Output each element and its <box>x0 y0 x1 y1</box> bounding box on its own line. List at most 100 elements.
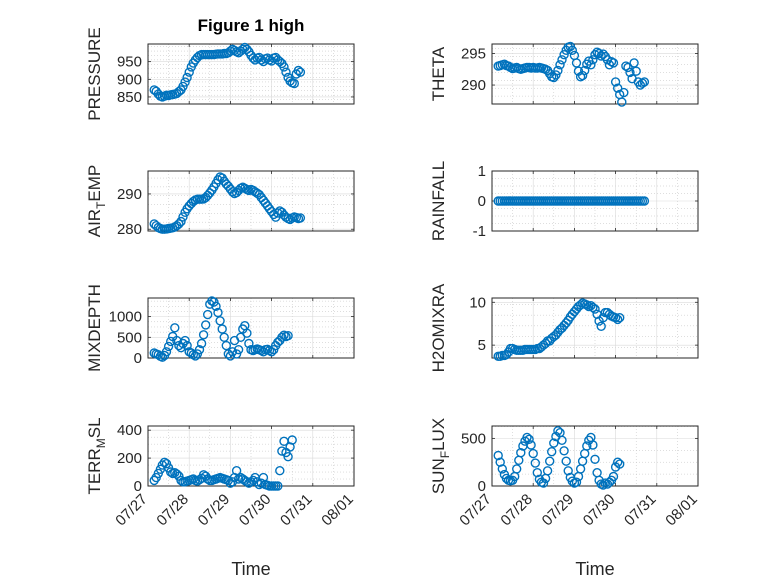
data-point <box>165 336 176 347</box>
data-point <box>524 434 534 444</box>
y-tick-label: 200 <box>117 450 142 467</box>
data-point <box>283 331 293 341</box>
data-point <box>221 340 232 351</box>
x-tick-label: 07/28 <box>497 491 536 530</box>
data-point <box>252 477 262 487</box>
data-point <box>588 440 598 450</box>
data-point <box>582 300 592 310</box>
data-point <box>577 70 588 81</box>
y-tick-label: 500 <box>461 430 486 447</box>
y-axis-label: TERRMSL <box>85 417 108 494</box>
subplot-mixdepth: 0 500 1000 MIXDEPTH <box>85 284 355 372</box>
plot-border <box>491 425 699 487</box>
data-point <box>170 323 180 333</box>
data-point <box>231 466 242 476</box>
plot-border <box>147 170 355 232</box>
data-point <box>542 466 553 476</box>
data-point <box>198 330 209 340</box>
data-point <box>561 456 571 466</box>
data-point <box>182 72 192 83</box>
data-point <box>557 55 567 65</box>
data-point <box>165 467 176 477</box>
data-point <box>184 67 194 77</box>
data-point <box>617 97 627 107</box>
x-tick-label: 08/01 <box>662 491 701 530</box>
plot-border <box>147 297 355 359</box>
data-point <box>522 432 532 443</box>
data-point <box>613 457 623 467</box>
data-point <box>178 212 188 222</box>
y-axis-label: MIXDEPTH <box>85 284 104 372</box>
data-point <box>174 219 184 229</box>
data-point <box>256 478 266 488</box>
data-point <box>545 456 555 466</box>
data-point <box>213 307 223 318</box>
data-point <box>277 446 287 456</box>
data-point <box>606 57 617 67</box>
x-tick-label: 07/29 <box>539 491 578 530</box>
y-tick-label: 295 <box>461 45 486 62</box>
data-point <box>553 65 563 76</box>
y-tick-label: 10 <box>469 294 486 311</box>
data-point <box>631 66 641 76</box>
y-tick-label: 0 <box>478 478 486 495</box>
data-point <box>575 72 586 82</box>
y-tick-label: 0 <box>134 350 142 367</box>
data-point <box>639 196 650 206</box>
data-point <box>590 304 600 314</box>
data-point <box>623 62 633 73</box>
data-point <box>555 60 565 70</box>
data-point <box>176 216 186 227</box>
data-point <box>608 471 619 482</box>
data-point <box>242 328 252 338</box>
data-point <box>279 62 289 72</box>
data-point <box>588 302 598 313</box>
data-point <box>295 213 306 223</box>
data-point <box>559 446 569 456</box>
x-tick-label: 07/27 <box>456 491 495 530</box>
x-tick-label: 08/01 <box>318 491 357 530</box>
data-point <box>516 448 526 458</box>
y-tick-label: 0 <box>134 478 142 495</box>
data-point <box>200 320 211 330</box>
data-point <box>571 58 582 68</box>
y-tick-label: 0 <box>478 193 486 210</box>
y-axis-label: RAINFALL <box>429 161 448 241</box>
data-point <box>196 338 207 349</box>
data-point <box>163 341 174 352</box>
y-tick-label: 400 <box>117 422 142 439</box>
data-point <box>281 67 291 77</box>
figure-title: Figure 1 high <box>198 16 305 35</box>
x-tick-label: 07/29 <box>195 491 234 530</box>
x-tick-label: 07/30 <box>580 491 619 530</box>
x-tick-label: 07/31 <box>277 491 316 530</box>
x-tick-label: 07/28 <box>153 491 192 530</box>
plot-border <box>491 297 699 359</box>
data-point <box>590 454 600 464</box>
subplot-rainfall: -1 0 1 RAINFALL <box>429 161 699 241</box>
data-point <box>149 475 159 486</box>
data-point <box>619 87 629 98</box>
data-point <box>289 78 299 89</box>
data-point <box>194 345 205 355</box>
data-point <box>615 313 625 323</box>
y-tick-label: -1 <box>473 223 486 240</box>
data-point <box>211 301 221 311</box>
data-point <box>580 65 590 76</box>
data-point <box>172 469 182 479</box>
y-axis-label: AIRTEMP <box>85 165 108 238</box>
data-point <box>547 447 557 457</box>
data-point <box>530 458 540 468</box>
y-tick-label: 1000 <box>109 309 142 326</box>
plot-border <box>147 43 355 105</box>
data-point <box>588 55 598 65</box>
y-tick-label: 5 <box>478 337 486 354</box>
data-point <box>549 438 559 448</box>
data-point <box>629 58 639 68</box>
y-tick-label: 500 <box>117 329 142 346</box>
data-point <box>497 464 507 474</box>
data-point <box>608 58 619 68</box>
x-tick-label: 07/31 <box>621 491 660 530</box>
data-point <box>613 83 623 93</box>
data-point <box>610 77 621 87</box>
